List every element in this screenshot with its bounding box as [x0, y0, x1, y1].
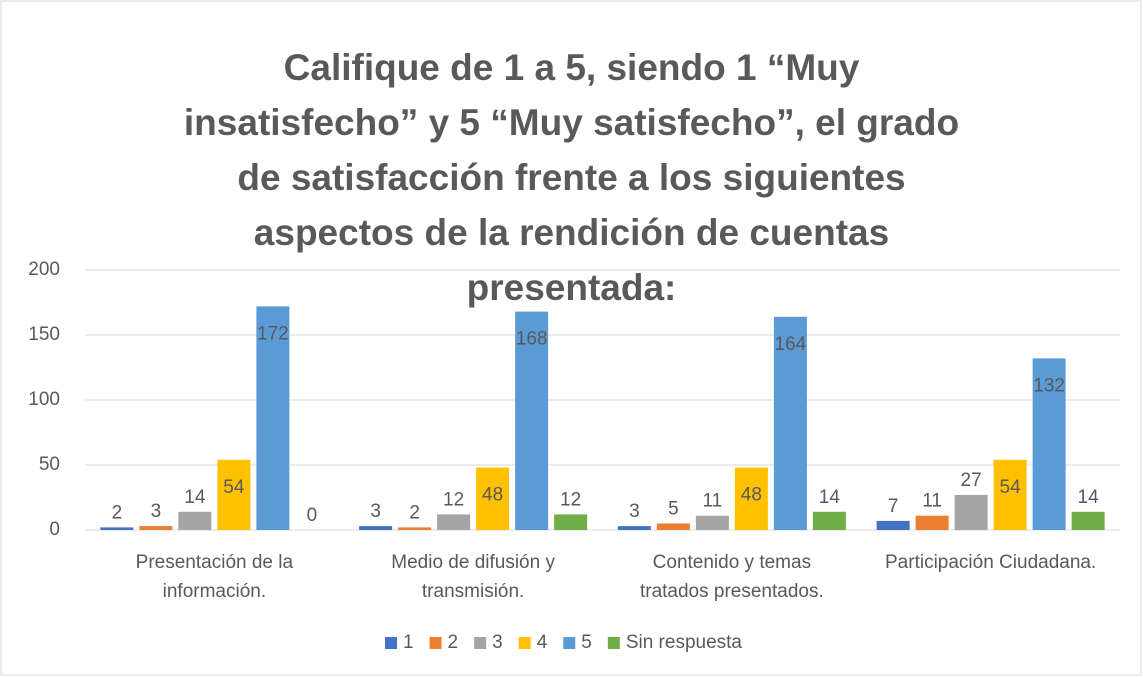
- legend-label: 3: [492, 632, 503, 653]
- legend-swatch: [563, 637, 576, 649]
- bar: [993, 459, 1027, 530]
- data-label: 3: [370, 501, 381, 522]
- legend-swatch: [474, 637, 487, 649]
- y-tick-label: 200: [28, 259, 60, 280]
- bar: [773, 316, 807, 530]
- bar: [100, 527, 134, 530]
- data-label: 14: [1078, 487, 1100, 508]
- data-label: 11: [703, 491, 723, 512]
- legend-swatch: [518, 637, 531, 649]
- x-tick-label: Medio de difusión y transmisión.: [391, 552, 555, 602]
- data-label: 11: [922, 491, 942, 512]
- bar: [554, 514, 588, 530]
- x-tick-label: Participación Ciudadana.: [885, 552, 1097, 573]
- legend-label: 1: [403, 632, 414, 653]
- bar: [1071, 511, 1105, 530]
- data-label: 48: [482, 485, 503, 506]
- data-label: 0: [307, 505, 318, 526]
- data-label: 14: [184, 487, 206, 508]
- legend-swatch: [429, 637, 442, 649]
- bar: [876, 520, 910, 530]
- bar: [476, 467, 510, 530]
- legend-swatch: [607, 637, 620, 649]
- legend-label: 2: [448, 632, 459, 653]
- bar: [437, 514, 471, 530]
- data-label: 3: [151, 501, 162, 522]
- legend-label: 5: [581, 632, 592, 653]
- data-label: 2: [409, 502, 420, 523]
- data-label: 14: [819, 487, 841, 508]
- data-label: 164: [775, 334, 807, 355]
- data-label: 27: [961, 470, 982, 491]
- bar: [695, 515, 729, 530]
- data-label: 172: [257, 323, 289, 344]
- y-tick-label: 150: [28, 324, 60, 345]
- data-label: 7: [888, 496, 899, 517]
- x-tick-label: Presentación de la información.: [135, 552, 294, 602]
- data-label: 132: [1033, 375, 1065, 396]
- bar: [734, 467, 768, 530]
- bar: [954, 494, 988, 530]
- data-label: 3: [629, 501, 640, 522]
- data-label: 54: [223, 477, 245, 498]
- legend-label: 4: [537, 632, 548, 653]
- bar: [617, 526, 651, 530]
- legend-label: Sin respuesta: [626, 632, 743, 653]
- bar: [139, 526, 173, 530]
- bar: [398, 527, 432, 530]
- data-label: 12: [560, 489, 581, 510]
- data-label: 54: [1000, 477, 1022, 498]
- bar: [656, 523, 690, 530]
- bar: [812, 511, 846, 530]
- y-tick-label: 50: [39, 454, 60, 475]
- bar: [178, 511, 212, 530]
- legend-swatch: [384, 637, 397, 649]
- bar: [915, 515, 949, 530]
- bar: [515, 311, 549, 530]
- data-label: 48: [741, 485, 762, 506]
- y-tick-label: 0: [49, 519, 60, 540]
- y-tick-label: 100: [28, 389, 60, 410]
- data-label: 12: [443, 489, 464, 510]
- chart-title: Califique de 1 a 5, siendo 1 “Muy insati…: [183, 47, 960, 308]
- bar: [359, 526, 393, 530]
- data-label: 168: [516, 329, 548, 350]
- x-tick-label: Contenido y temas tratados presentados.: [639, 552, 824, 602]
- bar: [256, 306, 290, 530]
- data-label: 2: [112, 502, 123, 523]
- bar: [217, 459, 251, 530]
- bar: [1032, 358, 1066, 530]
- data-label: 5: [668, 499, 679, 520]
